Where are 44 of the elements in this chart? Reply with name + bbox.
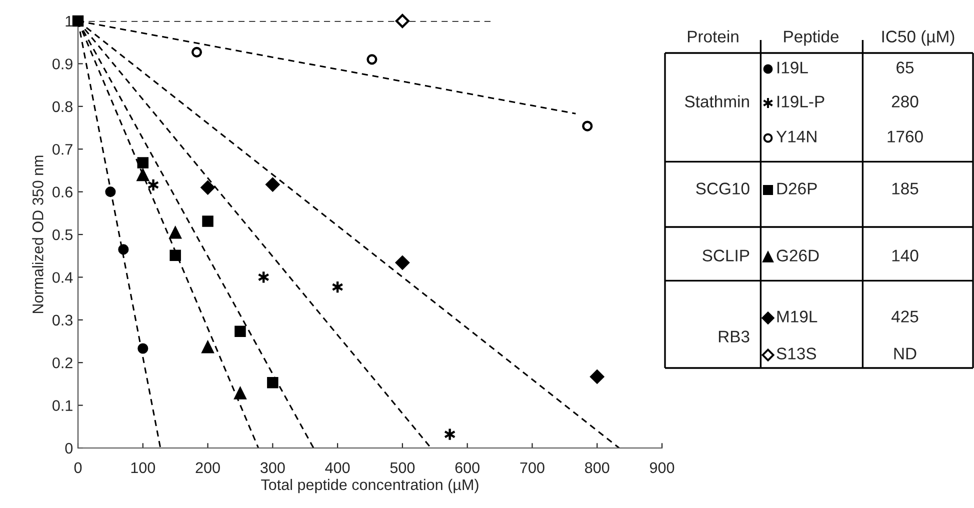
text: IC50 (µM) <box>882 30 954 46</box>
y-tick-label: 0.2 <box>52 357 72 368</box>
legend-label: S13S <box>776 348 816 360</box>
x-tick-label: 200 <box>196 462 220 474</box>
x-axis-title: Total peptide concentration (µM) <box>261 478 478 494</box>
x-tick-label: 100 <box>131 462 156 474</box>
x-tick-label: 300 <box>260 462 285 474</box>
y-tick-label: 1 <box>66 16 72 27</box>
text: 185 <box>892 182 918 194</box>
text: SCLIP <box>702 250 750 262</box>
text: 140 <box>892 250 918 262</box>
y-tick-label: 0 <box>65 442 73 454</box>
y-tick-label: 0.8 <box>52 101 72 112</box>
legend-label: D26P <box>777 182 817 194</box>
legend-label: M19L <box>777 310 818 322</box>
x-tick-label: 0 <box>74 462 82 474</box>
x-tick-label: 400 <box>325 462 350 474</box>
y-tick-label: 0.4 <box>52 272 73 283</box>
text: 425 <box>891 310 918 322</box>
legend-label: I19L-P <box>778 96 824 108</box>
x-tick-label: 600 <box>455 462 480 474</box>
legend-label: I19L <box>778 62 808 74</box>
y-tick-label: 0.3 <box>52 314 72 326</box>
text: 65 <box>896 62 914 74</box>
x-tick-label: 500 <box>390 462 415 474</box>
x-tick-label: 800 <box>585 462 610 474</box>
text: RB3 <box>718 330 750 342</box>
text: Stathmin <box>684 95 749 108</box>
y-tick-label: 0.5 <box>52 229 72 240</box>
legend-label: G26D <box>776 250 819 262</box>
text: Peptide <box>784 30 839 46</box>
text: Protein <box>688 30 738 42</box>
text: ND <box>894 348 916 360</box>
y-tick-label: 0.1 <box>52 400 72 411</box>
x-tick-label: 900 <box>650 462 674 474</box>
y-tick-label: 0.7 <box>52 144 72 155</box>
y-axis-title: Normalized OD 350 nm <box>32 156 44 314</box>
legend-label: Y14N <box>776 130 816 142</box>
text: 280 <box>892 96 918 108</box>
y-tick-label: 0.9 <box>52 58 72 70</box>
y-tick-label: 0.6 <box>52 186 72 198</box>
text: 1760 <box>888 130 923 142</box>
text: SCG10 <box>696 182 750 194</box>
x-tick-label: 700 <box>520 462 544 474</box>
